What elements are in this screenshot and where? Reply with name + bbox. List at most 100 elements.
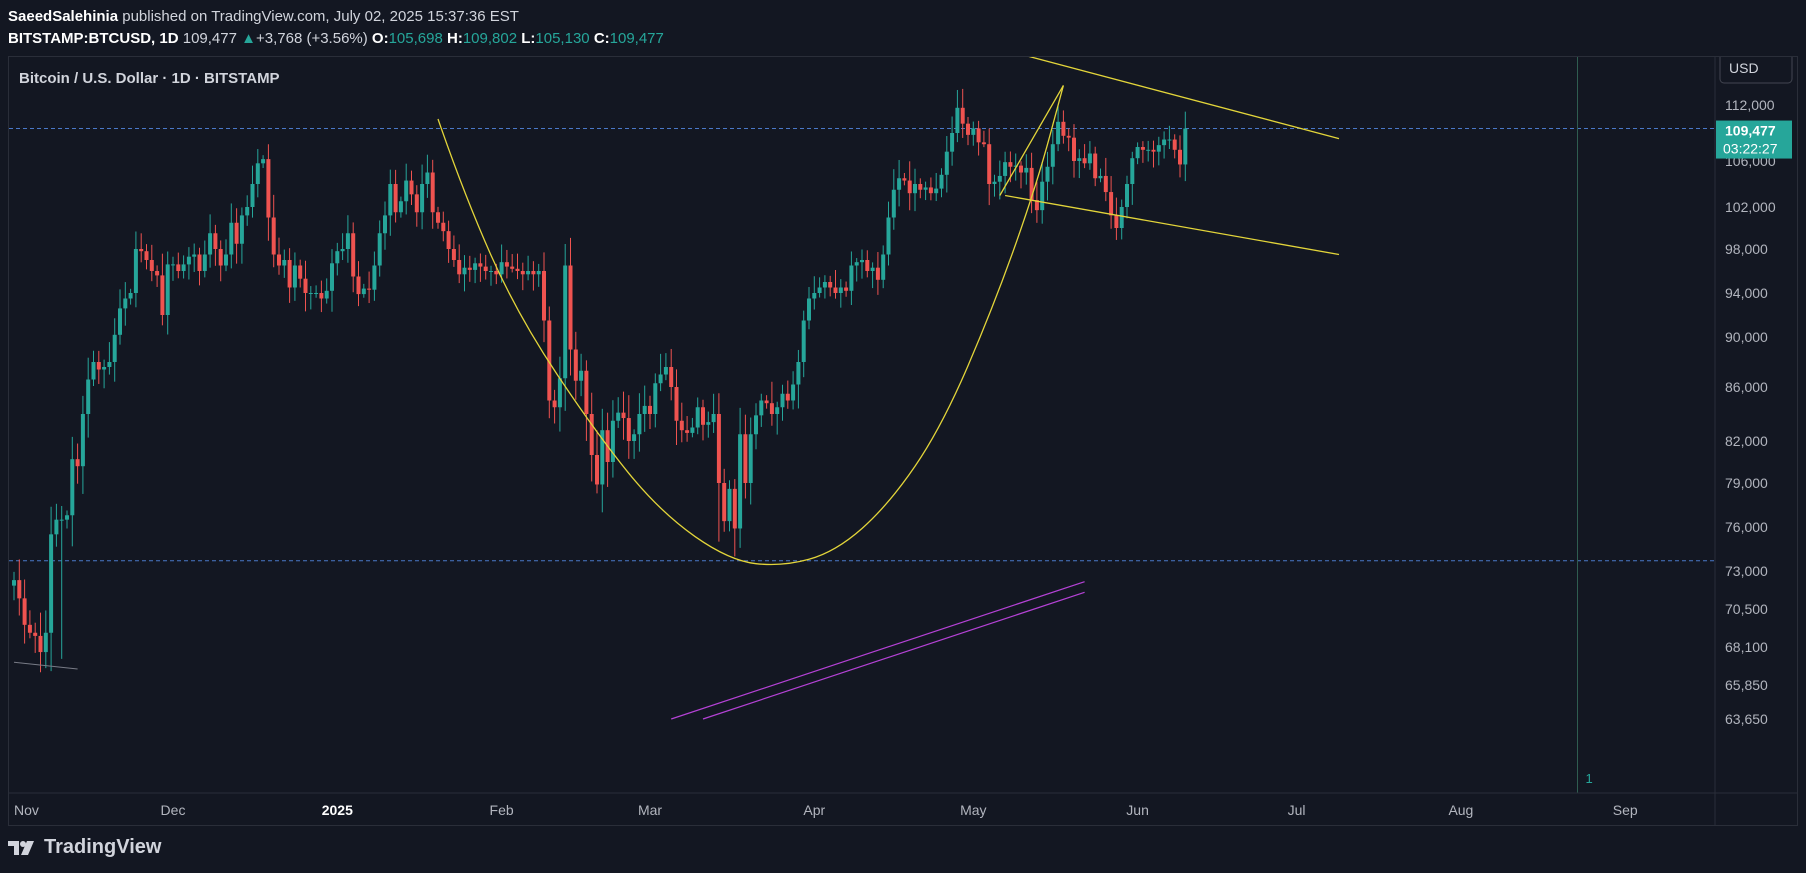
candle-body bbox=[844, 287, 849, 291]
candle-body bbox=[383, 215, 387, 234]
candle-body bbox=[563, 265, 568, 379]
high-label: H: bbox=[447, 30, 463, 47]
candle-body bbox=[1183, 128, 1188, 165]
candle-body bbox=[86, 379, 91, 414]
candle-body bbox=[950, 133, 955, 152]
candle-body bbox=[1077, 158, 1082, 161]
candle-body bbox=[976, 128, 981, 143]
candle-body bbox=[478, 263, 483, 267]
candle-body bbox=[865, 260, 870, 271]
candle-body bbox=[287, 260, 292, 288]
candle-body bbox=[860, 260, 864, 263]
time-tick-label: Dec bbox=[161, 802, 186, 818]
candle-body bbox=[807, 298, 811, 321]
candle-body bbox=[1119, 207, 1124, 228]
chart-canvas[interactable]: 112,000106,000102,00098,00094,00090,0008… bbox=[9, 49, 1797, 825]
publish-info: published on TradingView.com, July 02, 2… bbox=[122, 8, 519, 25]
candle-body bbox=[817, 287, 822, 293]
candle-body bbox=[1061, 121, 1066, 136]
candle-body bbox=[987, 144, 992, 184]
candle-body bbox=[637, 414, 642, 435]
candle-body bbox=[250, 184, 255, 207]
chart-header: SaeedSalehinia published on TradingView.… bbox=[8, 6, 664, 50]
chart-frame[interactable]: 112,000 106,000 102,000 98,000 94,000 90,000 8… bbox=[8, 49, 1798, 826]
low-value: 105,130 bbox=[535, 30, 590, 47]
candle-body bbox=[520, 271, 525, 275]
candle-body bbox=[626, 418, 631, 441]
candle-body bbox=[483, 266, 488, 271]
candle-body bbox=[1114, 215, 1119, 228]
candle-body bbox=[981, 142, 986, 145]
tradingview-logo-icon bbox=[8, 840, 34, 855]
candle-body bbox=[955, 107, 960, 133]
tradingview-logo[interactable]: TradingView bbox=[8, 836, 161, 859]
candle-body bbox=[345, 233, 350, 249]
short-support-line bbox=[13, 661, 78, 670]
candle-body bbox=[743, 434, 748, 483]
price-tag-background bbox=[1716, 120, 1792, 159]
low-label: L: bbox=[521, 30, 536, 47]
candle-body bbox=[128, 293, 133, 299]
candle-body bbox=[330, 263, 334, 291]
candle-body bbox=[875, 267, 880, 280]
close-value: 109,477 bbox=[609, 30, 664, 47]
symbol-label[interactable]: BITSTAMP:BTCUSD, 1D bbox=[8, 30, 179, 47]
candle-body bbox=[579, 370, 584, 381]
open-value: 105,698 bbox=[388, 30, 443, 47]
candle-body bbox=[690, 427, 695, 433]
candle-body bbox=[833, 287, 838, 293]
time-tick-label: 2025 bbox=[322, 802, 353, 818]
candle-body bbox=[913, 184, 917, 194]
candle-body bbox=[1082, 158, 1087, 164]
candle-body bbox=[38, 635, 43, 653]
candle-body bbox=[499, 262, 504, 275]
candle-body bbox=[547, 320, 552, 401]
time-tick-label: Apr bbox=[803, 802, 825, 818]
pattern-line-channel-upper bbox=[1004, 49, 1340, 140]
candle-body bbox=[149, 260, 154, 271]
price-tick-label: 86,000 bbox=[1725, 379, 1768, 395]
candle-body bbox=[234, 222, 239, 244]
candle-body bbox=[960, 107, 965, 124]
candle-body bbox=[568, 265, 573, 350]
candle-body bbox=[1087, 153, 1092, 164]
candle-body bbox=[515, 268, 520, 271]
candle-body bbox=[785, 393, 790, 401]
candle-body bbox=[441, 222, 446, 232]
candle-body bbox=[891, 189, 896, 218]
price-tick-label: 73,000 bbox=[1725, 563, 1768, 579]
candle-body bbox=[165, 264, 170, 315]
candle-body bbox=[531, 271, 536, 275]
currency-button-label[interactable]: USD bbox=[1729, 60, 1759, 76]
candle-body bbox=[351, 233, 356, 277]
candle-body bbox=[997, 175, 1002, 182]
candle-body bbox=[218, 249, 223, 266]
change-value: +3,768 (+3.56%) bbox=[256, 30, 368, 47]
price-tick-label: 79,000 bbox=[1725, 475, 1768, 491]
candle-body bbox=[224, 254, 228, 266]
candle-body bbox=[584, 370, 589, 414]
candle-body bbox=[653, 383, 658, 414]
candle-body bbox=[133, 249, 138, 293]
open-label: O: bbox=[371, 30, 389, 47]
candle-body bbox=[557, 378, 562, 408]
author-name[interactable]: SaeedSalehinia bbox=[8, 8, 119, 25]
candle-body bbox=[494, 271, 499, 275]
time-tick-label: Jun bbox=[1126, 802, 1149, 818]
candle-body bbox=[722, 483, 727, 522]
chart-title: Bitcoin / U.S. Dollar · 1D · BITSTAMP bbox=[19, 70, 280, 87]
candle-body bbox=[335, 251, 340, 264]
candle-body bbox=[838, 287, 843, 293]
candle-body bbox=[59, 519, 64, 521]
candle-body bbox=[1013, 165, 1018, 167]
candle-body bbox=[674, 387, 679, 421]
time-axis: Nov Dec 2025 Feb Mar Apr May Jun Jul Aug Sep bbox=[14, 802, 1638, 818]
candle-body bbox=[1056, 121, 1061, 145]
candle-body bbox=[17, 580, 22, 599]
currency-button[interactable]: USD bbox=[1719, 51, 1793, 84]
candle-body bbox=[12, 580, 16, 586]
candle-body bbox=[610, 420, 615, 462]
candle-body bbox=[314, 293, 319, 294]
candle-body bbox=[748, 434, 753, 483]
candle-body bbox=[181, 264, 186, 271]
